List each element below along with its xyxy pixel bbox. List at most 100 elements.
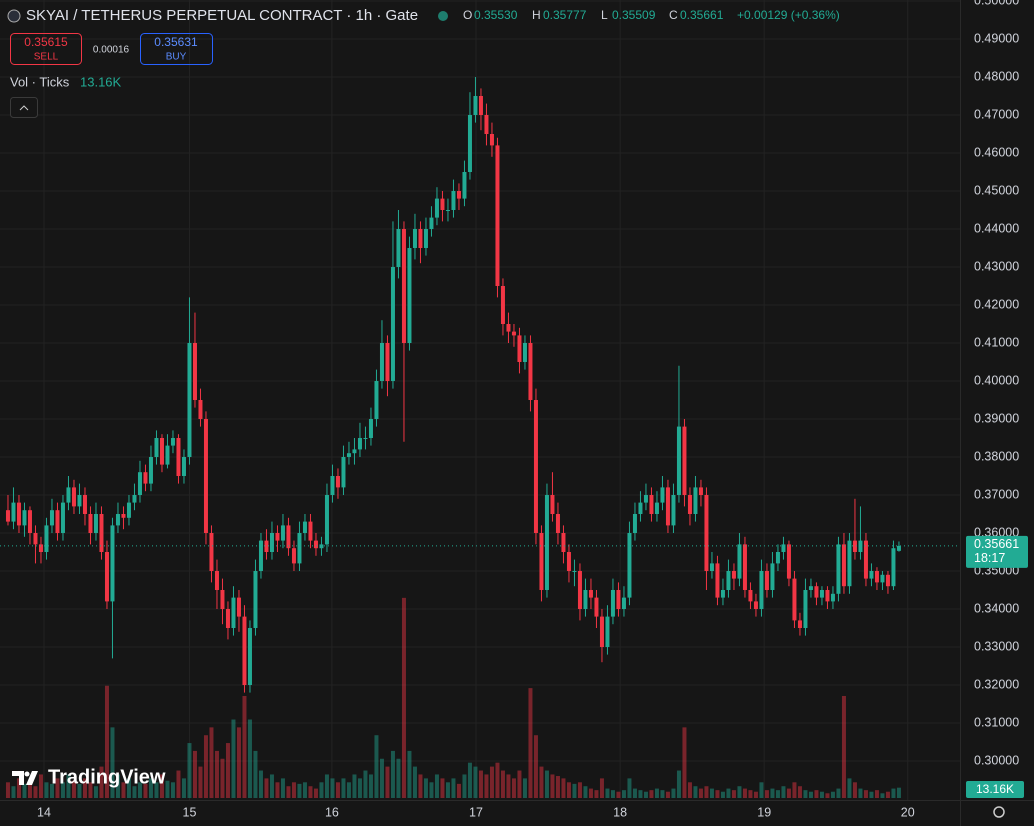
candle-body bbox=[462, 172, 467, 199]
y-tick-label: 0.43000 bbox=[974, 259, 1019, 273]
candle-body bbox=[473, 96, 478, 115]
candle-body bbox=[814, 586, 819, 598]
candle-body bbox=[671, 495, 676, 526]
candle-body bbox=[506, 324, 511, 332]
volume-bar bbox=[874, 790, 879, 798]
y-tick-label: 0.32000 bbox=[974, 677, 1019, 691]
candle-body bbox=[341, 457, 346, 488]
x-tick-label: 15 bbox=[183, 805, 197, 819]
volume-bar bbox=[610, 790, 615, 798]
volume-bar bbox=[478, 770, 483, 798]
candle-body bbox=[308, 521, 313, 541]
volume-bar bbox=[352, 774, 357, 798]
candle-body bbox=[297, 533, 302, 564]
candle-body bbox=[874, 571, 879, 583]
volume-bar bbox=[726, 788, 731, 798]
candle-body bbox=[836, 544, 841, 594]
volume-bar bbox=[143, 783, 148, 798]
volume-bar bbox=[396, 758, 401, 798]
volume-bar bbox=[825, 793, 830, 798]
volume-bar bbox=[286, 786, 291, 798]
volume-bar bbox=[819, 791, 824, 798]
candle-body bbox=[242, 616, 247, 685]
x-tick-label: 19 bbox=[757, 805, 771, 819]
candle-body bbox=[22, 510, 27, 526]
candle-body bbox=[440, 198, 445, 210]
candle-body bbox=[880, 574, 885, 583]
volume-bar bbox=[60, 782, 65, 798]
volume-bar bbox=[264, 778, 269, 798]
l-label: L bbox=[601, 8, 608, 22]
candle-body bbox=[49, 510, 54, 526]
candle-body bbox=[291, 548, 296, 564]
candle-body bbox=[379, 343, 384, 381]
volume-bar bbox=[330, 778, 335, 798]
volume-bar bbox=[16, 778, 21, 798]
volume-bar bbox=[869, 791, 874, 798]
candle-body bbox=[566, 552, 571, 571]
volume-bar bbox=[302, 782, 307, 798]
candle-body bbox=[264, 540, 269, 552]
buy-button[interactable] bbox=[140, 33, 213, 65]
candle-body bbox=[698, 487, 703, 495]
volume-bar bbox=[517, 770, 522, 798]
volume-bar bbox=[165, 780, 170, 798]
x-tick-label: 20 bbox=[901, 805, 915, 819]
y-tick-label: 0.47000 bbox=[974, 107, 1019, 121]
volume-badge bbox=[966, 781, 1024, 798]
candle-body bbox=[500, 286, 505, 324]
candle-body bbox=[775, 552, 780, 564]
volume-bar bbox=[451, 778, 456, 798]
candle-body bbox=[627, 533, 632, 598]
volume-bar bbox=[770, 788, 775, 798]
volume-bar bbox=[434, 774, 439, 798]
volume-bar bbox=[313, 788, 318, 798]
y-tick-label: 0.33000 bbox=[974, 639, 1019, 653]
volume-bar bbox=[473, 766, 478, 798]
low-value: 0.35509 bbox=[612, 8, 656, 22]
candle-body bbox=[165, 445, 170, 465]
candle-body bbox=[231, 597, 236, 628]
y-tick-label: 0.34000 bbox=[974, 601, 1019, 615]
volume-bar bbox=[742, 788, 747, 798]
volume-bar bbox=[110, 727, 115, 798]
volume-bar bbox=[539, 766, 544, 798]
status-dot bbox=[438, 11, 448, 21]
x-tick-label: 16 bbox=[325, 805, 339, 819]
volume-bar bbox=[55, 778, 60, 798]
volume-bar bbox=[786, 788, 791, 798]
volume-bar bbox=[440, 778, 445, 798]
volume-bar bbox=[198, 766, 203, 798]
volume-bar bbox=[44, 782, 49, 798]
candle-body bbox=[225, 609, 230, 628]
candle-body bbox=[533, 400, 538, 533]
volume-bar bbox=[412, 766, 417, 798]
candle-body bbox=[121, 514, 126, 518]
candle-body bbox=[770, 563, 775, 590]
volume-bar bbox=[533, 735, 538, 798]
candle-body bbox=[676, 426, 681, 495]
volume-bar bbox=[814, 790, 819, 798]
settings-icon[interactable] bbox=[993, 806, 1005, 818]
candle-body bbox=[82, 495, 87, 514]
candle-body bbox=[198, 400, 203, 419]
volume-value: 13.16K bbox=[80, 74, 122, 89]
candle-body bbox=[605, 616, 610, 647]
candle-body bbox=[599, 616, 604, 647]
candle-body bbox=[786, 544, 791, 579]
brand-name: TradingView bbox=[48, 766, 166, 788]
collapse-button[interactable] bbox=[10, 97, 38, 118]
volume-bar bbox=[220, 758, 225, 798]
plot bbox=[0, 0, 960, 800]
candle-body bbox=[434, 198, 439, 218]
y-tick-label: 0.50000 bbox=[974, 0, 1019, 7]
candle-body bbox=[704, 495, 709, 571]
candle-body bbox=[665, 487, 670, 526]
volume-bar bbox=[38, 774, 43, 798]
volume-bar bbox=[258, 770, 263, 798]
volume-bar bbox=[896, 787, 901, 798]
sell-button[interactable] bbox=[10, 33, 82, 65]
candle-body bbox=[742, 544, 747, 590]
